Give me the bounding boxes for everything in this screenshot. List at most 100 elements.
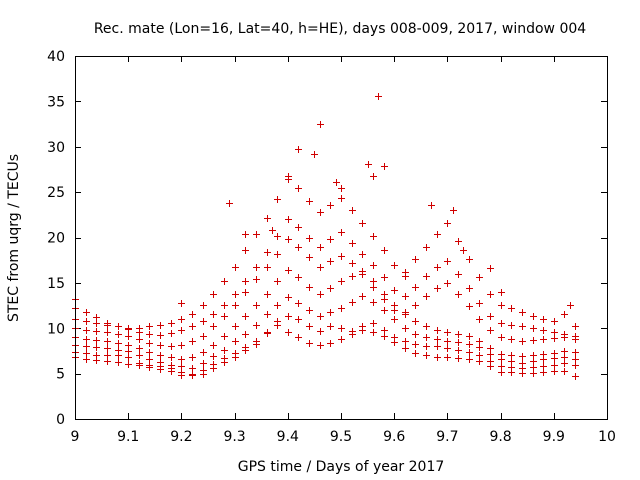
data-point [561, 311, 568, 318]
data-point [381, 274, 388, 281]
data-point [572, 362, 579, 369]
data-point [83, 343, 90, 350]
data-point [540, 363, 547, 370]
data-point [338, 336, 345, 343]
data-point [381, 333, 388, 340]
data-point [412, 318, 419, 325]
data-point [349, 331, 356, 338]
data-point [327, 285, 334, 292]
data-point [551, 350, 558, 357]
data-point [232, 291, 239, 298]
data-point [327, 236, 334, 243]
data-point [412, 256, 419, 263]
data-point [210, 353, 217, 360]
data-point [498, 363, 505, 370]
data-point [519, 353, 526, 360]
data-point [444, 280, 451, 287]
data-point [530, 370, 537, 377]
data-point [466, 303, 473, 310]
data-point [572, 373, 579, 380]
data-point [561, 360, 568, 367]
data-point [285, 313, 292, 320]
data-point [242, 231, 249, 238]
data-point [540, 327, 547, 334]
data-point [519, 338, 526, 345]
data-point [157, 342, 164, 349]
x-tick-label: 9.6 [383, 429, 405, 445]
data-point [412, 284, 419, 291]
data-point [264, 291, 271, 298]
data-point [327, 309, 334, 316]
data-point [423, 244, 430, 251]
data-point [295, 316, 302, 323]
data-point [551, 335, 558, 342]
data-point [338, 253, 345, 260]
data-point [306, 284, 313, 291]
x-tick-label: 9.4 [277, 429, 299, 445]
data-point [253, 264, 260, 271]
data-point [200, 367, 207, 374]
data-point [221, 355, 228, 362]
data-point [285, 236, 292, 243]
data-point [519, 360, 526, 367]
data-point [136, 325, 143, 332]
data-point [168, 320, 175, 327]
data-point [274, 302, 281, 309]
data-point [572, 333, 579, 340]
x-tick-label: 9.2 [170, 429, 192, 445]
data-point [125, 333, 132, 340]
data-point [476, 300, 483, 307]
data-point [242, 247, 249, 254]
data-point [551, 368, 558, 375]
data-point [221, 302, 228, 309]
data-point [83, 356, 90, 363]
data-point [104, 338, 111, 345]
data-point [444, 354, 451, 361]
data-point [83, 350, 90, 357]
data-point [232, 264, 239, 271]
data-point [274, 233, 281, 240]
data-point [530, 352, 537, 359]
data-point [434, 336, 441, 343]
data-point [253, 276, 260, 283]
data-point [365, 161, 372, 168]
data-point [210, 291, 217, 298]
data-point [157, 322, 164, 329]
x-tick-label: 9.8 [489, 429, 511, 445]
data-point [466, 356, 473, 363]
data-point [242, 278, 249, 285]
data-point [540, 369, 547, 376]
data-point [200, 349, 207, 356]
data-point [402, 325, 409, 332]
data-point [125, 342, 132, 349]
data-point [221, 313, 228, 320]
y-tick-label: 5 [56, 367, 65, 383]
data-point [306, 340, 313, 347]
data-point [269, 227, 276, 234]
x-tick-label: 9.9 [543, 429, 565, 445]
x-tick-label: 9.1 [117, 429, 139, 445]
data-point [253, 322, 260, 329]
data-point [476, 344, 483, 351]
data-point [487, 265, 494, 272]
y-axis-label: STEC from uqrg / TECUs [6, 154, 22, 322]
data-point [498, 289, 505, 296]
data-point [317, 264, 324, 271]
data-point [391, 334, 398, 341]
data-point [232, 302, 239, 309]
data-point [370, 278, 377, 285]
data-point [381, 247, 388, 254]
data-point [540, 351, 547, 358]
data-point [434, 264, 441, 271]
data-point [540, 336, 547, 343]
data-point [83, 336, 90, 343]
data-point [317, 342, 324, 349]
data-point [428, 202, 435, 209]
data-point [232, 338, 239, 345]
data-point [444, 220, 451, 227]
data-point [455, 355, 462, 362]
data-point [487, 327, 494, 334]
data-point [178, 316, 185, 323]
data-point [264, 264, 271, 271]
data-point [306, 307, 313, 314]
